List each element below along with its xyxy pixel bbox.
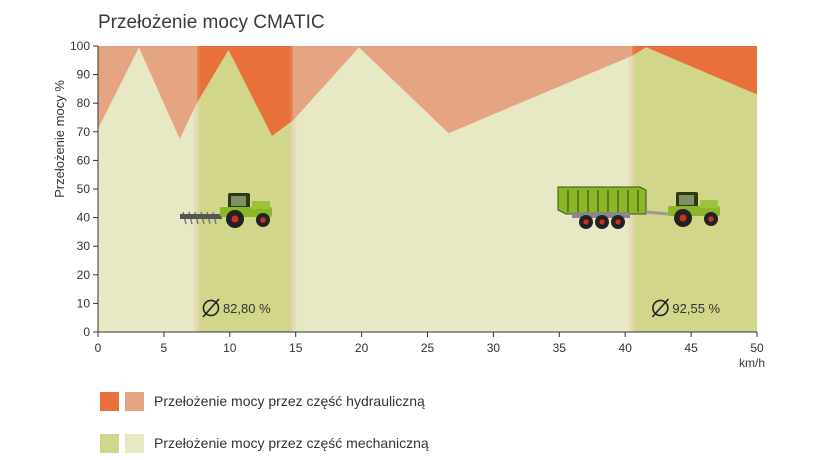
average-value: 92,55 % [672,301,720,316]
y-tick-label: 10 [77,296,91,310]
legend-label-mechanical: Przełożenie mocy przez część mechaniczną [154,435,429,451]
trailer-hub [583,219,589,225]
x-tick-label: 0 [95,341,102,355]
y-tick-label: 60 [77,153,91,167]
legend-swatch-hydraulic-light [125,391,144,411]
tractor-with-mower-icon [180,193,272,228]
diameter-icon [652,299,669,317]
legend: Przełożenie mocy przez część hydrauliczn… [100,390,429,454]
x-tick-label: 40 [619,341,633,355]
average-label-1: 82,80 % [202,298,271,318]
tractor-rear-hub [231,215,239,223]
x-tick-label: 50 [750,341,764,355]
x-tick-label: 5 [161,341,168,355]
legend-label-hydraulic: Przełożenie mocy przez część hydrauliczn… [154,393,425,409]
x-tick-label: 35 [553,341,567,355]
plot-area [98,46,757,333]
tractor-front-hub [708,216,714,222]
mower-bar [180,214,222,219]
diameter-icon [202,299,220,317]
tractor-front-hub [260,217,266,223]
legend-swatch-hydraulic-dark [100,391,119,411]
band-edge-mechanical-2 [289,47,298,332]
tractor-window [679,195,694,205]
trailer-hub [615,219,621,225]
x-tick-label: 10 [223,341,237,355]
trailer-hub [599,219,605,225]
tractor-with-trailer-icon [557,186,720,229]
icons [180,186,720,229]
y-tick-label: 30 [77,239,91,253]
chart-title: Przełożenie mocy CMATIC [98,12,325,33]
x-tick-label: 20 [355,341,369,355]
axes: 0 10 20 30 40 50 60 70 80 90 100 0 5 10 15 20 25 30 35 40 45… [70,39,764,355]
x-tick-label: 30 [487,341,501,355]
labels: Przełożenie mocy % km/h 82,80 % 92,55 % [52,80,765,370]
tractor-hood [252,201,270,209]
y-tick-label: 40 [77,211,91,225]
x-axis-label: km/h [739,356,765,370]
band-edge-mechanical-1 [192,47,201,332]
y-tick-label: 90 [77,68,91,82]
x-tick-label: 25 [421,341,435,355]
legend-swatch-mechanical-light [125,433,144,453]
diameter-icon-stroke [651,298,669,318]
legend-item-mechanical: Przełożenie mocy przez część mechaniczną [100,432,429,454]
tractor-window [231,196,246,206]
tractor-hood [700,200,718,208]
y-axis-label: Przełożenie mocy % [52,80,67,198]
average-label-2: 92,55 % [651,298,721,318]
trailer-chassis [572,212,630,218]
tractor-rear-hub [679,214,687,222]
mechanical-area-dark-2 [631,47,757,332]
legend-swatch-mechanical-dark [100,433,119,453]
x-tick-label: 15 [289,341,303,355]
x-tick-label: 45 [684,341,698,355]
legend-item-hydraulic: Przełożenie mocy przez część hydrauliczn… [100,390,429,412]
y-tick-label: 50 [77,182,91,196]
trailer-drawbar [645,210,669,216]
y-tick-label: 20 [77,268,91,282]
y-tick-label: 80 [77,96,91,110]
average-value: 82,80 % [223,301,271,316]
y-tick-label: 100 [70,39,90,53]
y-tick-label: 0 [83,325,90,339]
y-tick-label: 70 [77,125,91,139]
diameter-icon-stroke [202,298,220,318]
trailer-body [557,186,647,215]
